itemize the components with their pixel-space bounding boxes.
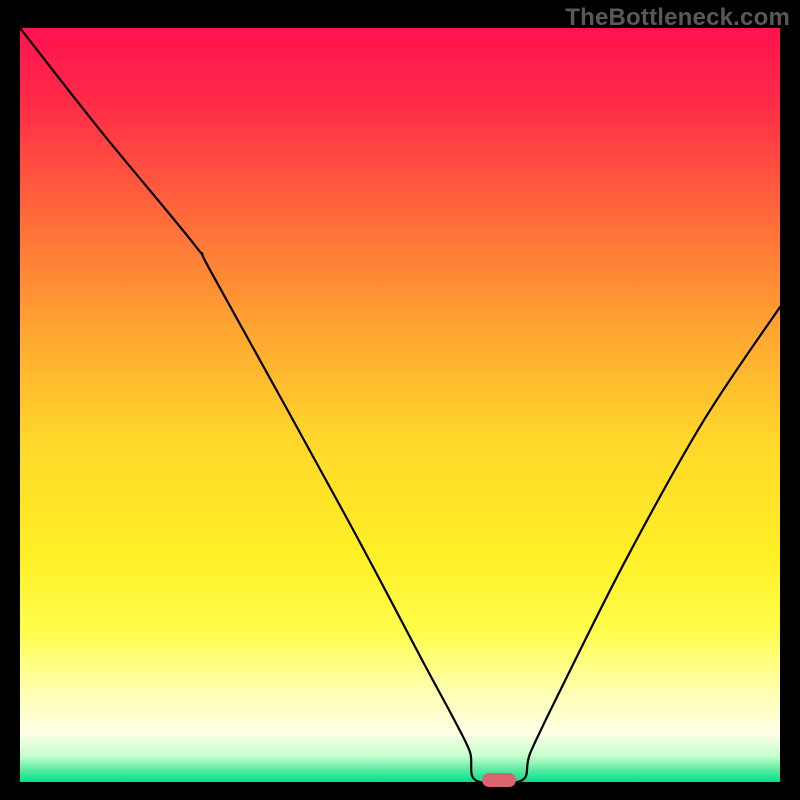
gradient-background <box>20 28 780 782</box>
plot-area <box>20 28 780 782</box>
chart-canvas: TheBottleneck.com <box>0 0 800 800</box>
